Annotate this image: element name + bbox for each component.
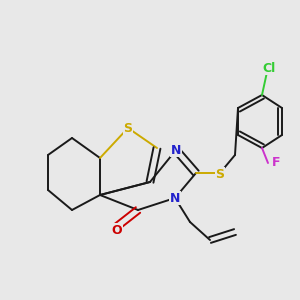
- Text: S: S: [124, 122, 133, 134]
- Text: F: F: [272, 157, 280, 169]
- Text: N: N: [170, 191, 180, 205]
- Text: N: N: [171, 143, 181, 157]
- Text: O: O: [112, 224, 122, 236]
- Text: S: S: [215, 167, 224, 181]
- Text: Cl: Cl: [262, 61, 276, 74]
